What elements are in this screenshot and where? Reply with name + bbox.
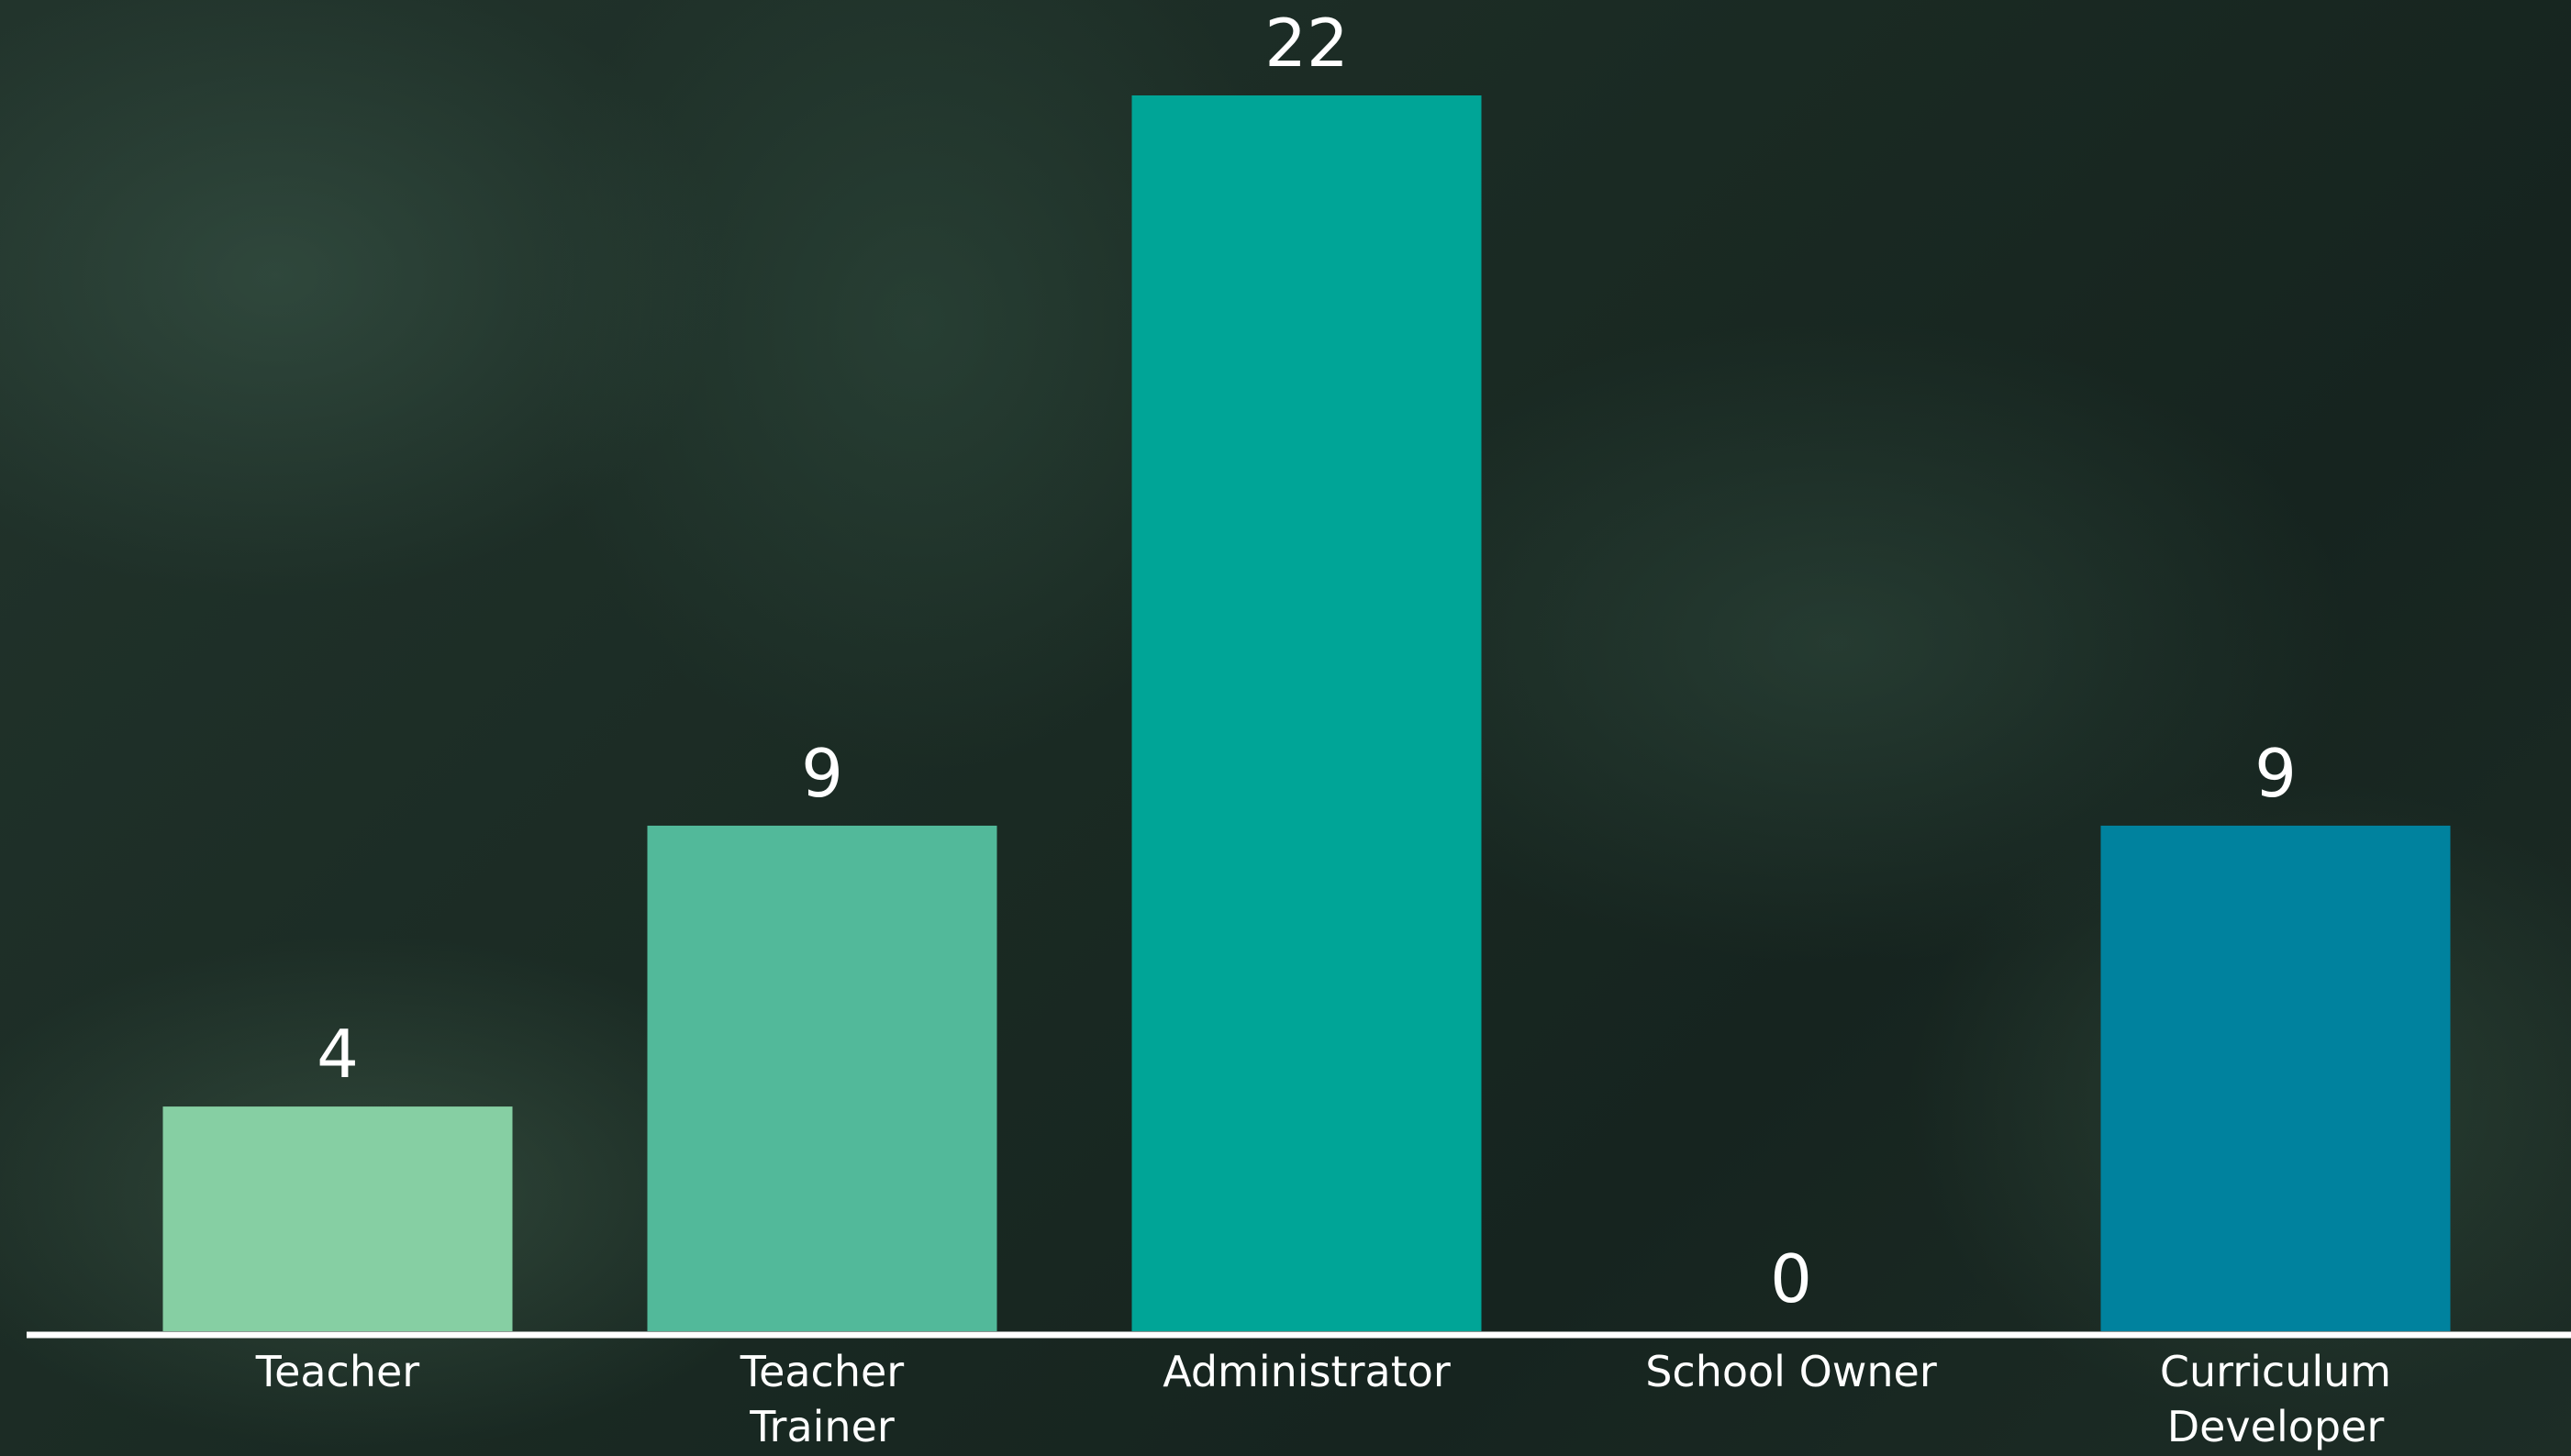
category-label: Curriculum Developer	[2120, 1344, 2432, 1454]
bar	[163, 1106, 513, 1331]
chart: 4 9 22 0 9	[0, 0, 2571, 1456]
bar	[648, 826, 997, 1331]
category-label: Teacher	[182, 1344, 494, 1399]
bar	[2101, 826, 2451, 1331]
category-label: Teacher Trainer	[666, 1344, 978, 1454]
bar	[1132, 95, 1482, 1331]
value-label: 4	[317, 1016, 359, 1093]
value-label: 9	[801, 735, 843, 812]
value-label: 0	[1770, 1240, 1812, 1317]
chart-slide: 4 9 22 0 9 Teacher Teacher Trainer Administrat…	[0, 0, 2571, 1456]
category-label: Administrator	[1151, 1344, 1463, 1399]
category-label: School Owner	[1635, 1344, 1947, 1399]
value-label: 9	[2254, 735, 2297, 812]
value-label: 22	[1264, 5, 1349, 82]
